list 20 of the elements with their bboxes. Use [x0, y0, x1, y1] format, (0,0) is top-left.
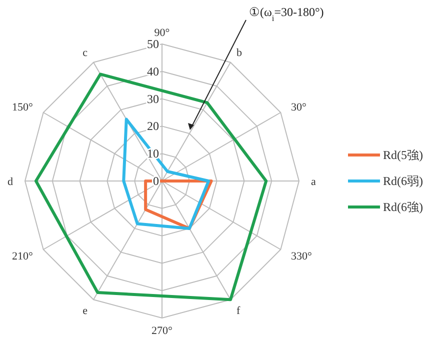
spoke-label: a	[311, 176, 316, 188]
spoke-label: c	[82, 46, 88, 59]
text: ①(ω$_{i}$=30-180°)	[249, 5, 324, 22]
y-tick-label: 40	[147, 64, 159, 78]
spoke-label: 270°	[152, 325, 172, 337]
spoke-label: 150°	[12, 102, 33, 114]
y-tick-label: 30	[147, 92, 159, 106]
spoke-label: d	[8, 176, 14, 188]
spoke-label: 210°	[12, 250, 33, 262]
legend-label: Rd(5強)	[383, 148, 423, 162]
spoke-label: 90°	[154, 27, 170, 39]
spoke-label: b	[236, 46, 242, 59]
spoke-label: 330°	[291, 250, 312, 262]
spoke-label: 30°	[291, 102, 306, 114]
legend-label: Rd(6強)	[383, 200, 423, 214]
spoke-label: f	[236, 305, 240, 318]
legend-label: Rd(6弱)	[383, 174, 423, 188]
spoke-label: e	[82, 305, 88, 318]
y-tick-label: 50	[147, 37, 159, 51]
y-tick-label: 20	[147, 119, 159, 134]
